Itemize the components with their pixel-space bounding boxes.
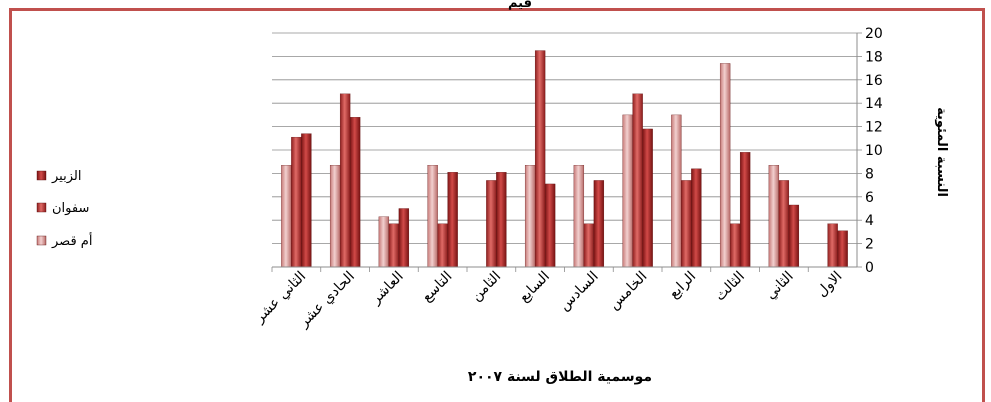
y-tick-label: 20 bbox=[865, 26, 883, 42]
bar bbox=[719, 63, 731, 268]
bar bbox=[827, 223, 838, 268]
legend-label: سفوان bbox=[52, 201, 89, 216]
bar bbox=[437, 223, 448, 268]
chart-title: قيم bbox=[508, 0, 532, 11]
x-tick-label: السادس bbox=[556, 269, 601, 314]
bar bbox=[768, 165, 780, 268]
bar bbox=[388, 223, 400, 268]
y-tick-label: 2 bbox=[865, 237, 874, 253]
bar bbox=[729, 223, 741, 268]
x-tick-label: الرابع bbox=[666, 269, 699, 302]
y-tick-label: 14 bbox=[865, 96, 883, 112]
y-tick-label: 0 bbox=[865, 260, 874, 276]
legend-swatch bbox=[36, 170, 47, 181]
bar bbox=[291, 136, 302, 268]
bar bbox=[788, 204, 800, 268]
legend-swatch bbox=[36, 235, 47, 246]
bar bbox=[349, 117, 361, 268]
bar bbox=[301, 133, 312, 268]
bar bbox=[778, 180, 790, 268]
bar bbox=[447, 172, 458, 268]
bar bbox=[739, 152, 751, 268]
x-tick-label: العاشر bbox=[367, 269, 406, 308]
y-tick-label: 6 bbox=[865, 190, 874, 206]
chart-frame bbox=[9, 8, 985, 402]
bar bbox=[632, 93, 643, 268]
bar bbox=[496, 172, 507, 268]
bar bbox=[281, 165, 292, 268]
legend-label: الزبير bbox=[51, 169, 81, 184]
x-tick-label: التاسع bbox=[419, 269, 456, 306]
y-tick-label: 8 bbox=[865, 166, 874, 182]
x-tick-label: الثالث bbox=[712, 269, 748, 305]
legend-label: أم قصر bbox=[51, 232, 92, 249]
bar bbox=[544, 183, 556, 268]
y-tick-label: 10 bbox=[865, 143, 883, 159]
bar bbox=[573, 165, 585, 268]
y-tick-label: 16 bbox=[865, 73, 883, 89]
bar bbox=[671, 114, 682, 268]
bar bbox=[583, 223, 595, 268]
bar bbox=[339, 93, 351, 268]
y-tick-label: 12 bbox=[865, 120, 883, 136]
bar bbox=[378, 216, 390, 268]
axes bbox=[271, 32, 862, 272]
x-tick-label: الاول bbox=[814, 269, 846, 301]
y-tick-labels: 0 2 4 6 8 10 12 14 16 18 20 bbox=[865, 26, 883, 276]
bar bbox=[681, 180, 692, 268]
bar bbox=[593, 180, 605, 268]
y-tick-label: 4 bbox=[865, 213, 874, 229]
x-tick-label: الخامس bbox=[606, 269, 650, 313]
bars bbox=[281, 50, 848, 268]
y-tick-label: 18 bbox=[865, 49, 883, 65]
bar bbox=[622, 114, 633, 268]
bar bbox=[524, 165, 536, 268]
x-tick-label: الثامن bbox=[468, 269, 504, 305]
bar bbox=[427, 165, 438, 268]
legend: الزبير سفوان أم قصر bbox=[36, 169, 92, 249]
bar bbox=[486, 180, 497, 268]
x-tick-label: الثاني bbox=[763, 269, 797, 303]
bar bbox=[329, 165, 341, 268]
y-axis-label: النسبة المئوية bbox=[934, 107, 949, 197]
x-tick-label: السابع bbox=[516, 269, 553, 306]
x-tick-labels: الاول الثاني الثالث الرابع الخامسالسادسالساب… bbox=[251, 269, 845, 332]
legend-swatch bbox=[36, 202, 47, 213]
bar bbox=[837, 230, 848, 268]
bar bbox=[642, 128, 653, 268]
bar bbox=[691, 168, 702, 268]
bar bbox=[398, 208, 410, 268]
bar bbox=[534, 50, 546, 268]
x-axis-label: موسمية الطلاق لسنة ٢٠٠٧ bbox=[468, 369, 652, 385]
